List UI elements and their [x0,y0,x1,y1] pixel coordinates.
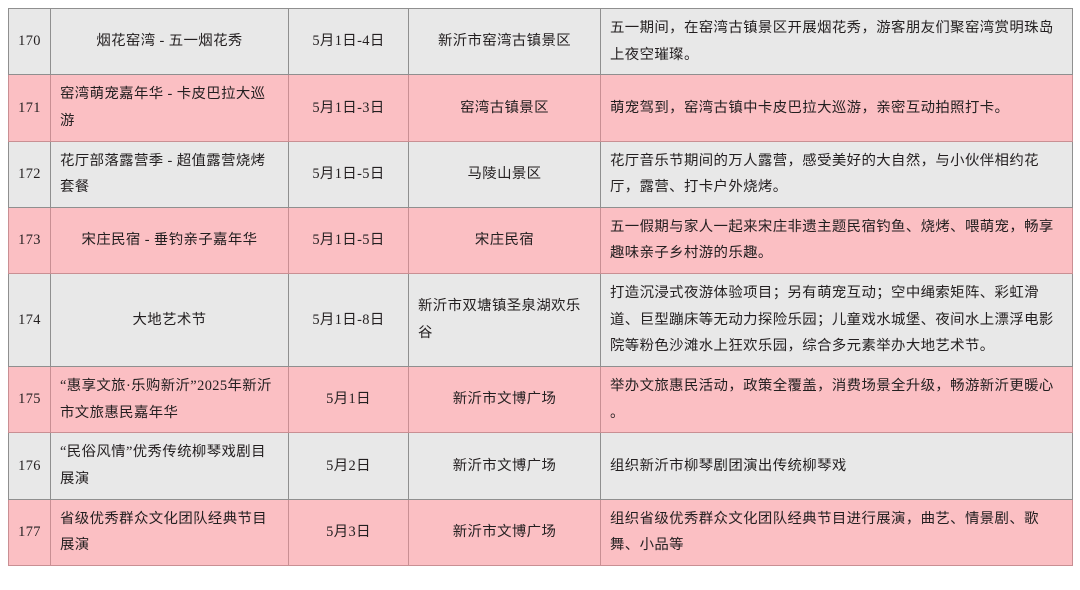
activity-schedule-table: 170 烟花窑湾 - 五一烟花秀 5月1日-4日 新沂市窑湾古镇景区 五一期间，在窑湾古… [8,7,1073,566]
activity-name-cell: 花厅部落露营季 - 超值露营烧烤套餐 [50,140,289,208]
activity-desc-cell: 萌宠驾到，窑湾古镇中卡皮巴拉大巡游，亲密互动拍照打卡。 [600,74,1073,142]
table-body: 170 烟花窑湾 - 五一烟花秀 5月1日-4日 新沂市窑湾古镇景区 五一期间，在窑湾古… [8,7,1073,566]
activity-name-cell: “民俗风情”优秀传统柳琴戏剧目展演 [50,432,289,500]
table-row: 171 窑湾萌宠嘉年华 - 卡皮巴拉大巡游 5月1日-3日 窑湾古镇景区 萌宠驾到，窑湾… [8,74,1073,142]
row-number-cell: 174 [8,273,51,368]
activity-place-cell: 新沂市双塘镇圣泉湖欢乐谷 [408,273,601,368]
activity-name-cell: “惠享文旅·乐购新沂”2025年新沂市文旅惠民嘉年华 [50,366,289,434]
activity-name-cell: 省级优秀群众文化团队经典节目展演 [50,498,289,566]
activity-date-cell: 5月1日 [288,366,409,434]
table-row: 175 “惠享文旅·乐购新沂”2025年新沂市文旅惠民嘉年华 5月1日 新沂市文博广场… [8,366,1073,434]
activity-name-cell: 大地艺术节 [50,273,289,368]
activity-place-cell: 窑湾古镇景区 [408,74,601,142]
activity-date-cell: 5月3日 [288,498,409,566]
activity-name-cell: 烟花窑湾 - 五一烟花秀 [50,7,289,76]
activity-date-cell: 5月2日 [288,432,409,500]
activity-place-cell: 宋庄民宿 [408,206,601,275]
activity-place-cell: 新沂市窑湾古镇景区 [408,7,601,76]
table-row: 172 花厅部落露营季 - 超值露营烧烤套餐 5月1日-5日 马陵山景区 花厅音乐节期间… [8,140,1073,208]
activity-date-cell: 5月1日-3日 [288,74,409,142]
row-number-cell: 171 [8,74,51,142]
row-number-cell: 175 [8,366,51,434]
row-number-cell: 173 [8,206,51,275]
row-number-cell: 176 [8,432,51,500]
activity-place-cell: 马陵山景区 [408,140,601,208]
activity-date-cell: 5月1日-5日 [288,140,409,208]
activity-desc-cell: 组织新沂市柳琴剧团演出传统柳琴戏 [600,432,1073,500]
activity-desc-cell: 举办文旅惠民活动，政策全覆盖，消费场景全升级，畅游新沂更暖心 。 [600,366,1073,434]
table-row: 177 省级优秀群众文化团队经典节目展演 5月3日 新沂市文博广场 组织省级优秀群众文化… [8,498,1073,566]
activity-desc-cell: 打造沉浸式夜游体验项目；另有萌宠互动；空中绳索矩阵、彩虹滑道、巨型蹦床等无动力探… [600,273,1073,368]
row-number-cell: 170 [8,7,51,76]
activity-desc-cell: 五一期间，在窑湾古镇景区开展烟花秀，游客朋友们聚窑湾赏明珠岛上夜空璀璨。 [600,7,1073,76]
table-row: 173 宋庄民宿 - 垂钓亲子嘉年华 5月1日-5日 宋庄民宿 五一假期与家人一起来宋庄… [8,206,1073,275]
activity-name-cell: 宋庄民宿 - 垂钓亲子嘉年华 [50,206,289,275]
activity-desc-cell: 花厅音乐节期间的万人露营，感受美好的大自然，与小伙伴相约花厅，露营、打卡户外烧烤… [600,140,1073,208]
activity-date-cell: 5月1日-4日 [288,7,409,76]
activity-schedule-sheet: 170 烟花窑湾 - 五一烟花秀 5月1日-4日 新沂市窑湾古镇景区 五一期间，在窑湾古… [8,7,1073,585]
activity-place-cell: 新沂市文博广场 [408,366,601,434]
activity-date-cell: 5月1日-5日 [288,206,409,275]
row-number-cell: 177 [8,498,51,566]
row-number-cell: 172 [8,140,51,208]
activity-place-cell: 新沂市文博广场 [408,498,601,566]
activity-date-cell: 5月1日-8日 [288,273,409,368]
table-row: 176 “民俗风情”优秀传统柳琴戏剧目展演 5月2日 新沂市文博广场 组织新沂市柳琴剧团… [8,432,1073,500]
activity-name-cell: 窑湾萌宠嘉年华 - 卡皮巴拉大巡游 [50,74,289,142]
table-row: 170 烟花窑湾 - 五一烟花秀 5月1日-4日 新沂市窑湾古镇景区 五一期间，在窑湾古… [8,7,1073,76]
activity-desc-cell: 组织省级优秀群众文化团队经典节目进行展演，曲艺、情景剧、歌舞、小品等 [600,498,1073,566]
activity-place-cell: 新沂市文博广场 [408,432,601,500]
activity-desc-cell: 五一假期与家人一起来宋庄非遗主题民宿钓鱼、烧烤、喂萌宠，畅享趣味亲子乡村游的乐趣… [600,206,1073,275]
table-row: 174 大地艺术节 5月1日-8日 新沂市双塘镇圣泉湖欢乐谷 打造沉浸式夜游体验项目；另… [8,273,1073,368]
